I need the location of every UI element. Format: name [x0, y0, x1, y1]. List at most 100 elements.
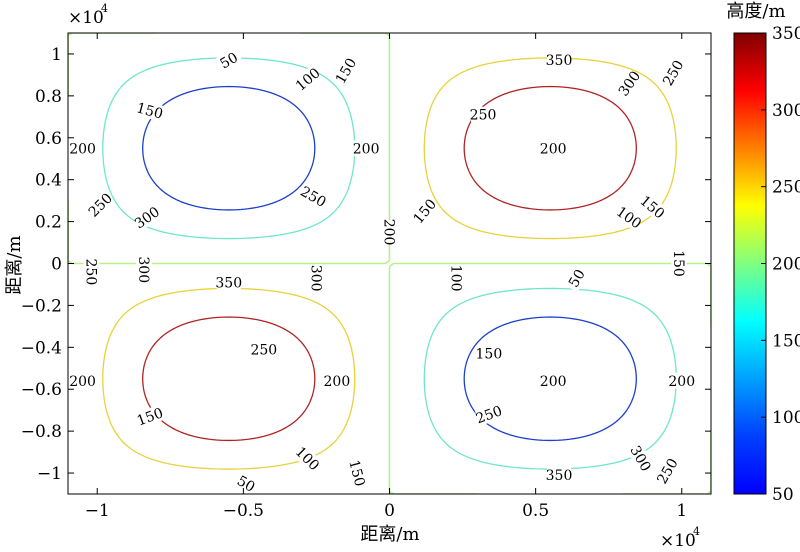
contour-label-bg — [346, 459, 369, 487]
contour-label-bg — [547, 467, 572, 484]
contour-label-200: 200 — [69, 374, 96, 390]
contour-label-200: 200 — [381, 219, 397, 246]
y-tick-label: 0.8 — [35, 87, 62, 107]
contour-label-bg — [86, 190, 115, 219]
contour-label-bg — [216, 274, 241, 291]
contour-label-bg — [381, 220, 398, 245]
contour-label-bg — [136, 99, 164, 122]
contour-label-bg — [541, 140, 566, 157]
y-exponent-power: 4 — [101, 2, 108, 15]
contour-label-bg — [471, 106, 496, 123]
contour-label-200: 200 — [353, 141, 380, 157]
contour-label-bg — [669, 372, 694, 389]
contour-label-300: 300 — [307, 265, 323, 292]
contour-label-150: 150 — [670, 250, 686, 277]
x-exponent-base: ×10 — [660, 531, 696, 548]
contour-label-bg — [614, 203, 644, 231]
y-tick-label: 0.6 — [35, 129, 62, 149]
contour-label-bg — [135, 404, 164, 429]
contour-label-bg — [324, 372, 349, 389]
contour-label-350: 350 — [546, 468, 573, 484]
contour-label-bg — [354, 140, 379, 157]
colorbar-tick-label: 100 — [772, 408, 800, 428]
contour-line-150 — [102, 57, 677, 470]
x-tick-label: 0 — [384, 501, 395, 521]
contour-label-50: 50 — [218, 50, 241, 73]
contour-label-bg — [410, 196, 439, 226]
y-tick-label: 0 — [51, 255, 62, 275]
colorbar-tick-label: 150 — [772, 331, 800, 351]
colorbar-tick-label: 250 — [772, 178, 800, 198]
x-tick-label: −0.5 — [223, 501, 264, 521]
x-tick-label: 0.5 — [522, 501, 549, 521]
y-tick-label: 1 — [51, 45, 62, 65]
contour-label-150: 150 — [345, 458, 367, 488]
y-axis-ticks: 1 0.8 0.6 0.4 0.2 0 −0.2 −0.4 −0.6 −0.8 −1 — [21, 45, 711, 484]
colorbar-title: 高度/m — [726, 1, 785, 22]
y-tick-label: −0.6 — [21, 380, 62, 400]
contour-label-bg — [541, 372, 566, 389]
y-tick-label: −0.8 — [21, 422, 62, 442]
contour-label-bg — [660, 58, 686, 88]
contour-label-bg — [627, 443, 654, 473]
contour-label-300: 300 — [135, 256, 151, 283]
contour-label-200: 200 — [540, 374, 567, 390]
contour-label-bg — [251, 341, 276, 358]
y-axis-label: 距离/m — [4, 235, 25, 294]
x-axis-ticks: −1 −0.5 0 0.5 1 — [85, 33, 687, 521]
contour-label-150: 150 — [135, 100, 165, 122]
contour-label-bg — [547, 52, 572, 69]
contour-label-bg — [132, 203, 162, 231]
contour-label-250: 250 — [82, 259, 98, 286]
contour-label-200: 200 — [668, 374, 695, 390]
contour-label-200: 200 — [540, 141, 567, 157]
y-tick-label: 0.4 — [35, 171, 62, 191]
contour-line-200 — [68, 33, 711, 494]
contour-line-250 — [102, 57, 677, 470]
y-exponent-base: ×10 — [68, 8, 104, 28]
x-tick-label: 1 — [676, 501, 687, 521]
y-tick-label: 0.2 — [35, 213, 62, 233]
contour-label-350: 350 — [215, 275, 242, 291]
contour-label-bg — [293, 444, 322, 473]
x-exponent-power: 4 — [693, 525, 700, 538]
colorbar-tick-label: 300 — [772, 101, 800, 121]
contour-label-bg — [83, 259, 100, 284]
x-axis-label: 距离/m — [360, 524, 419, 545]
contour-label-250: 250 — [250, 342, 277, 358]
colorbar-tick-label: 200 — [772, 255, 800, 275]
contour-label-bg — [615, 68, 643, 98]
contour-label-200: 200 — [69, 141, 96, 157]
contour-label-200: 200 — [324, 374, 351, 390]
contour-label-bg — [332, 56, 359, 86]
colorbar-tick-label: 50 — [772, 485, 794, 505]
colorbar-ticks: 350 300 250 200 150 100 50 — [761, 24, 800, 505]
contour-label-bg — [135, 257, 152, 282]
contour-line-300 — [142, 85, 637, 442]
contour-label-50: 50 — [234, 473, 257, 496]
contour-lines — [68, 33, 711, 494]
y-tick-label: −1 — [37, 464, 62, 484]
contour-line-100 — [142, 85, 637, 442]
contour-label-50: 50 — [566, 267, 589, 290]
contour-label-350: 350 — [546, 53, 573, 69]
contour-label-bg — [654, 456, 681, 486]
contour-label-bg — [231, 470, 261, 497]
contour-label-bg — [308, 266, 325, 291]
contour-label-bg — [474, 402, 503, 426]
colorbar-tick-label: 350 — [772, 24, 800, 44]
contour-label-bg — [70, 140, 95, 157]
contour-label-bg — [293, 65, 322, 93]
contour-label-150: 150 — [476, 347, 503, 363]
contour-label-bg — [70, 372, 95, 389]
y-tick-label: −0.2 — [21, 296, 62, 316]
contour-label-100: 100 — [448, 265, 464, 292]
contour-label-bg — [670, 251, 687, 276]
contour-label-bg — [476, 345, 501, 362]
y-tick-label: −0.4 — [21, 338, 62, 358]
x-tick-label: −1 — [85, 501, 110, 521]
contour-label-250: 250 — [470, 108, 497, 124]
contour-label-bg — [448, 266, 465, 291]
